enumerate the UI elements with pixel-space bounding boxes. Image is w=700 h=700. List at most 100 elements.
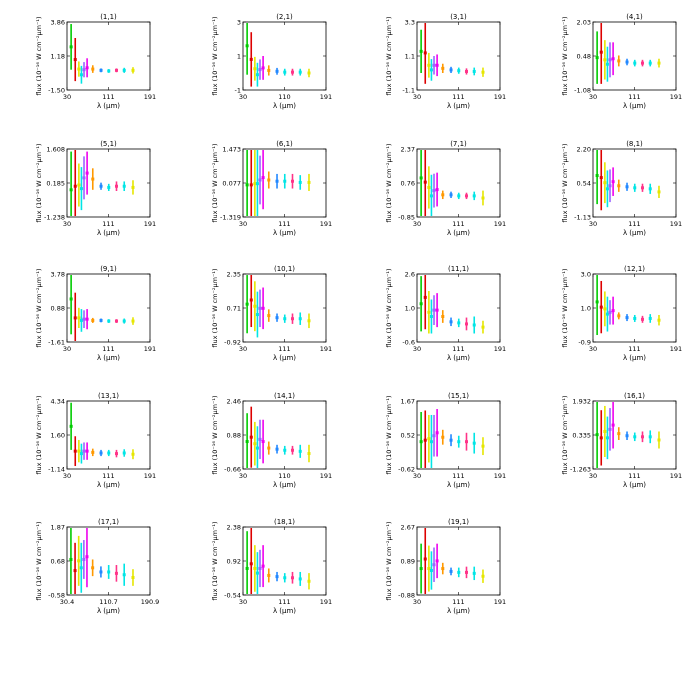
y-tick-label: 3.3 [405, 19, 415, 27]
panel-1: (1,1) 30 111 191 -1.50 1.18 3.86 λ (μm) flux (10… [35, 13, 156, 110]
data-point [275, 575, 279, 579]
data-point [255, 73, 259, 77]
data-point [283, 448, 287, 452]
data-point [625, 316, 629, 320]
x-tick-label: 110.7 [99, 598, 118, 606]
data-point [258, 68, 262, 72]
x-tick-label: 30 [239, 598, 247, 606]
data-point [114, 319, 118, 323]
panel-title: (4,1) [626, 13, 643, 21]
y-tick-label: 0.68 [51, 558, 65, 566]
panel-title: (7,1) [450, 140, 467, 148]
data-point [608, 184, 612, 188]
y-axis-label: flux (10⁻¹⁶ W cm⁻²μm⁻¹) [211, 268, 219, 347]
data-point [290, 448, 294, 452]
data-point [457, 321, 461, 325]
panel-9: (9,1) 30 111 191 -1.61 0.88 3.78 λ (μm) flux (10… [35, 265, 156, 362]
x-axis-label: λ (μm) [97, 354, 120, 362]
data-point [249, 298, 253, 302]
x-axis-label: λ (μm) [273, 481, 296, 489]
data-point [657, 61, 661, 65]
data-point [245, 44, 249, 48]
y-tick-label: 2.35 [227, 271, 241, 279]
data-point [640, 435, 644, 439]
y-axis-label: flux (10⁻¹⁶ W cm⁻²μm⁻¹) [385, 521, 393, 600]
x-tick-label: 30 [63, 220, 71, 228]
data-point [432, 189, 436, 193]
y-axis-label: flux (10⁻¹⁶ W cm⁻²μm⁻¹) [561, 143, 569, 222]
data-point [464, 194, 468, 198]
x-tick-label: 191 [320, 93, 332, 101]
y-tick-label: -0.85 [398, 214, 415, 222]
data-point [449, 320, 453, 324]
x-tick-label: 191 [320, 472, 332, 480]
x-tick-label: 190.9 [141, 598, 160, 606]
plot-frame [66, 21, 151, 91]
data-point [464, 69, 468, 73]
y-tick-label: -0.66 [224, 466, 241, 474]
x-tick-label: 30 [63, 472, 71, 480]
x-tick-label: 30 [589, 472, 597, 480]
data-point [85, 555, 89, 559]
x-axis-label: λ (μm) [273, 102, 296, 110]
data-point [85, 449, 89, 453]
x-tick-label: 30 [413, 220, 421, 228]
data-point [73, 569, 77, 573]
x-tick-label: 111 [278, 345, 290, 353]
data-point [464, 440, 468, 444]
data-point [608, 310, 612, 314]
data-point [605, 62, 609, 66]
data-point [419, 176, 423, 180]
x-tick-label: 30 [413, 598, 421, 606]
y-axis-label: flux (10⁻¹⁶ W cm⁻²μm⁻¹) [561, 16, 569, 95]
data-point [605, 312, 609, 316]
panel-15: (15,1) 30 111 191 -0.62 0.52 1.67 λ (μm) flux (1… [385, 392, 506, 489]
x-tick-label: 191 [670, 220, 682, 228]
data-point [427, 185, 431, 189]
data-point [633, 316, 637, 320]
data-point [275, 447, 279, 451]
y-tick-label: -1.13 [574, 214, 591, 222]
y-tick-label: -0.88 [398, 592, 415, 600]
data-point [657, 190, 661, 194]
y-tick-label: 1.473 [222, 146, 241, 154]
data-point [258, 437, 262, 441]
data-point [79, 73, 83, 77]
data-point [267, 573, 271, 577]
data-point [599, 305, 603, 309]
panel-14: (14,1) 30 110 191 -0.66 0.88 2.46 λ (μm) flux (1… [211, 392, 332, 489]
data-point [249, 562, 253, 566]
data-point [91, 177, 95, 181]
data-point [441, 315, 445, 318]
data-point [427, 437, 431, 441]
data-point [91, 318, 95, 322]
data-point [481, 196, 485, 200]
data-point [298, 317, 302, 321]
panel-title: (13,1) [98, 392, 119, 400]
data-point [611, 180, 615, 184]
data-point [481, 444, 485, 448]
data-point [435, 308, 439, 312]
x-tick-label: 191 [670, 93, 682, 101]
x-tick-label: 191 [670, 345, 682, 353]
y-tick-label: -1.319 [220, 214, 241, 222]
data-point [633, 435, 637, 439]
data-point [419, 440, 423, 444]
data-point [79, 187, 83, 191]
data-point [69, 45, 73, 49]
x-tick-label: 191 [320, 345, 332, 353]
data-point [449, 438, 453, 442]
x-tick-label: 111 [628, 472, 640, 480]
data-point [603, 181, 607, 185]
data-point [472, 69, 476, 73]
y-tick-label: 3.86 [51, 19, 65, 27]
data-point [481, 325, 485, 329]
x-tick-label: 191 [494, 93, 506, 101]
y-axis-label: flux (10⁻¹⁶ W cm⁻²μm⁻¹) [35, 268, 43, 347]
data-point [107, 185, 111, 189]
data-point [85, 317, 89, 321]
panel-title: (15,1) [448, 392, 469, 400]
data-point [253, 304, 257, 308]
x-axis-label: λ (μm) [447, 229, 470, 237]
x-tick-label: 191 [494, 472, 506, 480]
